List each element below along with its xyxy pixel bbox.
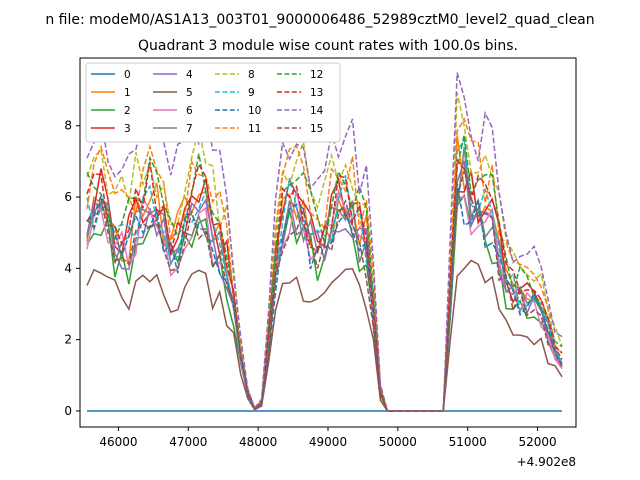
legend-label-0: 0 [124,69,131,81]
legend-label-12: 12 [310,69,323,81]
legend-label-14: 14 [310,105,324,117]
series-line-11 [86,117,563,412]
x-tick-label-51000: 51000 [449,435,487,449]
legend-label-13: 13 [310,87,323,99]
legend-label-9: 9 [248,87,255,99]
y-tick-label-0: 0 [64,404,72,418]
legend-label-11: 11 [248,123,261,135]
legend-label-8: 8 [248,69,255,81]
x-tick-label-47000: 47000 [169,435,207,449]
y-tick-label-8: 8 [64,119,72,133]
y-tick-label-6: 6 [64,190,72,204]
series-line-4 [86,160,563,412]
plot-lines [86,72,563,412]
y-tick-label-2: 2 [64,333,72,347]
legend-label-5: 5 [186,87,193,99]
legend-label-10: 10 [248,105,261,117]
x-axis: 46000 47000 48000 49000 50000 51000 52000 [99,427,557,449]
x-tick-label-50000: 50000 [379,435,417,449]
series-line-13 [86,158,563,412]
series-line-5 [86,259,563,412]
series-line-14 [86,72,563,412]
x-tick-label-46000: 46000 [99,435,137,449]
series-line-12 [86,134,563,412]
legend-label-4: 4 [186,69,193,81]
x-tick-label-49000: 49000 [309,435,347,449]
legend-label-7: 7 [186,123,193,135]
legend-label-3: 3 [124,123,131,135]
series-line-10 [86,183,563,412]
legend-label-1: 1 [124,87,131,99]
x-tick-label-52000: 52000 [518,435,556,449]
series-line-9 [86,138,563,412]
x-offset-label: +4.902e8 [517,455,576,469]
legend-label-15: 15 [310,123,323,135]
legend-frame [85,62,341,143]
legend-label-6: 6 [186,105,193,117]
chart-title: Quadrant 3 module wise count rates with … [138,38,518,54]
y-tick-label-4: 4 [64,261,72,275]
chart-suptitle: n file: modeM0/AS1A13_003T01_9000006486_… [45,12,594,28]
x-tick-label-48000: 48000 [239,435,277,449]
series-line-15 [86,168,563,412]
legend-label-2: 2 [124,105,131,117]
y-axis: 0 2 4 6 8 [64,119,80,418]
